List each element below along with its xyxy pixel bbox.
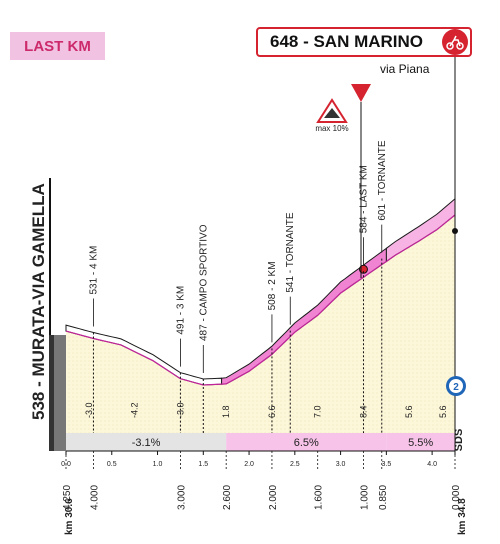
- waypoint-label: 531 - 4 KM: [88, 246, 99, 295]
- distance-label: 3.000: [176, 485, 187, 510]
- gradient-band: [66, 433, 227, 451]
- finish-label: 648 - SAN MARINO: [270, 32, 424, 51]
- distance-label: 0.000: [451, 485, 462, 510]
- waypoint-label: 508 - 2 KM: [267, 261, 278, 310]
- sds-marker-icon: 2: [446, 376, 466, 396]
- kom-marker: max 10%: [315, 98, 349, 133]
- profile-line: [65, 214, 456, 386]
- x-tick-label: 2.5: [290, 461, 300, 468]
- gradient-band-label: 6.5%: [294, 437, 319, 449]
- km-finish-label: km 34.8: [457, 498, 468, 535]
- profile-background: [66, 215, 455, 433]
- distance-label: 4.250: [62, 485, 73, 510]
- x-tick-label: 3.0: [336, 461, 346, 468]
- segment-gradient-label: 6.6: [267, 405, 277, 418]
- gradient-band: [226, 433, 387, 451]
- distance-label: 2.000: [268, 485, 279, 510]
- waypoint-label: 584 - LAST KM: [358, 165, 369, 233]
- gradient-band-label: -3.1%: [132, 437, 161, 449]
- segment-gradient-label: 1.8: [221, 405, 231, 418]
- distance-label: 2.600: [222, 485, 233, 510]
- x-tick-label: 1.0: [153, 461, 163, 468]
- distance-label: 1.600: [314, 485, 325, 510]
- last-km-badge-label: LAST KM: [24, 37, 91, 55]
- distance-label: 4.000: [89, 485, 100, 510]
- waypoint-label: 541 - TORNANTE: [285, 212, 296, 293]
- start-wall: [49, 335, 66, 451]
- segment-gradient-label: -3.0: [84, 402, 94, 418]
- distance-label: 1.000: [359, 485, 370, 510]
- x-tick-label: 2.0: [244, 461, 254, 468]
- x-tick-label: 1.5: [198, 461, 208, 468]
- waypoint-label: 491 - 3 KM: [175, 286, 186, 335]
- finish-box: 648 - SAN MARINO: [256, 27, 472, 57]
- segment-gradient-label: 5.6: [404, 405, 414, 418]
- waypoint-label: 487 - CAMPO SPORTIVO: [198, 224, 209, 341]
- x-tick-label: 4.0: [427, 461, 437, 468]
- segment-gradient-label: 5.6: [438, 405, 448, 418]
- sds-marker-label: 2: [453, 382, 459, 393]
- distance-label: 0.850: [378, 485, 389, 510]
- segment-gradient-label: 7.0: [313, 405, 323, 418]
- last-km-flag-icon: [351, 84, 371, 278]
- x-tick-label: 3.5: [381, 461, 391, 468]
- gradient-band-label: 5.5%: [408, 437, 433, 449]
- segment-gradient-label: 8.4: [358, 405, 368, 418]
- waypoint-label: 601 - TORNANTE: [377, 140, 388, 221]
- gradient-band: [386, 433, 455, 451]
- last-km-badge: LAST KM: [10, 32, 105, 60]
- segment-gradient-label: -3.0: [175, 402, 185, 418]
- sds-label: SDS: [453, 429, 465, 452]
- segment-gradient-label: -4.2: [130, 402, 140, 418]
- finish-sublabel: via Piana: [380, 62, 430, 76]
- x-tick-label: 0.5: [107, 461, 117, 468]
- finish-flag-icon: [442, 29, 468, 55]
- start-label: 538 - MURATA-VIA GAMELLA: [29, 183, 48, 420]
- kom-max-label: max 10%: [315, 124, 348, 133]
- km-start-label: km 30.6: [64, 498, 75, 535]
